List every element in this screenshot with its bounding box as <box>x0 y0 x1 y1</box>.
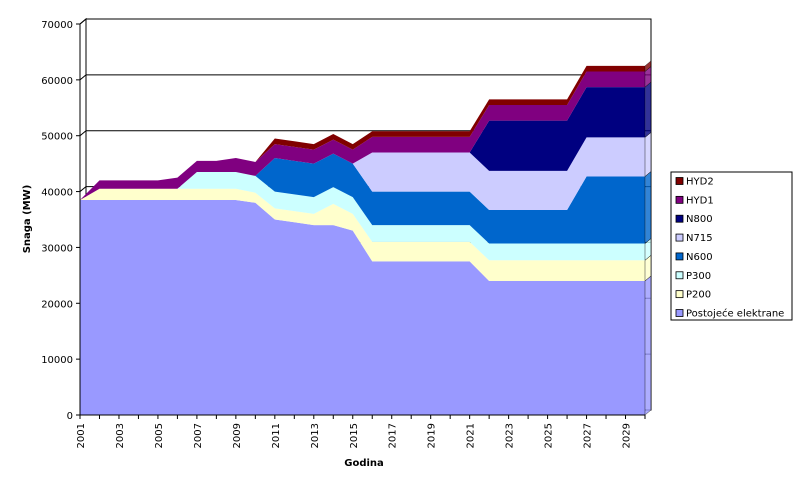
area-side-n600 <box>644 170 652 245</box>
x-tick-label: 2025 <box>544 423 555 448</box>
x-tick-label: 2005 <box>154 423 165 448</box>
legend-label-n715: N715 <box>686 233 713 244</box>
y-tick-label: 10000 <box>41 355 73 366</box>
x-tick-label: 2009 <box>232 423 243 448</box>
legend-swatch-n800 <box>675 214 684 223</box>
area-p300 <box>80 172 645 261</box>
y-tick-labels: 0 10000 20000 30000 40000 50000 60000 70000 <box>41 20 73 422</box>
area-n715 <box>80 137 645 211</box>
gridline <box>79 74 651 81</box>
legend-swatch-p200 <box>675 290 684 299</box>
area-n800 <box>80 87 645 200</box>
gridline <box>79 18 651 25</box>
x-tick-labels: 2001 2003 2005 2007 2009 2011 2013 2015 2017 2019… <box>76 423 633 448</box>
x-tick-label: 2029 <box>622 423 633 448</box>
legend-label-postoje-e-elektrane: Postojeće elektrane <box>686 308 784 320</box>
gridline <box>79 130 651 137</box>
legend-label-p300: P300 <box>686 271 711 282</box>
y-tick-label: 20000 <box>41 299 73 310</box>
area-hyd1 <box>80 71 645 200</box>
y-tick-label: 40000 <box>41 188 73 199</box>
area-side-hyd2 <box>644 60 652 73</box>
legend-label-hyd2: HYD2 <box>686 177 714 188</box>
y-tick-label: 0 <box>67 411 73 422</box>
legend-swatch-n600 <box>675 252 684 261</box>
x-tick-label: 2019 <box>427 423 438 448</box>
legend-swatch-p300 <box>675 271 684 280</box>
area-postoje-e-elektrane <box>80 199 645 415</box>
legend-label-hyd1: HYD1 <box>686 195 714 206</box>
area-hyd2 <box>80 65 645 200</box>
legend-swatch-hyd2 <box>675 177 684 185</box>
x-tick-label: 2003 <box>115 423 126 448</box>
area-side-n800 <box>644 81 652 138</box>
y-tick-label: 60000 <box>41 76 73 87</box>
legend-label-p200: P200 <box>686 290 711 301</box>
area-side-n715 <box>644 131 652 178</box>
x-tick-label: 2001 <box>76 423 87 448</box>
y-tick-label: 30000 <box>41 243 73 254</box>
legend-label-n600: N600 <box>686 252 713 263</box>
x-axis-label: Godina <box>344 458 384 469</box>
area-series <box>80 60 652 416</box>
legend-swatch-hyd1 <box>675 195 684 204</box>
x-tick-label: 2027 <box>583 423 594 448</box>
area-n600 <box>80 153 645 244</box>
area-p200 <box>80 188 645 281</box>
x-tick-label: 2017 <box>388 423 399 448</box>
axes <box>76 23 646 419</box>
legend-swatch-n715 <box>675 233 684 242</box>
x-tick-label: 2011 <box>271 423 282 448</box>
x-tick-label: 2015 <box>349 423 360 448</box>
legend-box <box>670 171 793 321</box>
x-tick-label: 2023 <box>505 423 516 448</box>
area-side-postoje-e-elektrane <box>644 275 652 416</box>
y-axis-label: Snaga (MW) <box>22 185 33 254</box>
y-tick-label: 70000 <box>41 20 73 31</box>
x-tick-label: 2007 <box>193 423 204 448</box>
legend-label-n800: N800 <box>686 214 713 225</box>
x-tick-label: 2013 <box>310 423 321 448</box>
y-tick-label: 50000 <box>41 132 73 143</box>
legend: HYD2 HYD1 N800 N715 N600 P300 P200 Postojeće el… <box>670 171 793 321</box>
legend-swatch-postoje-e-elektrane <box>675 309 684 317</box>
x-tick-label: 2021 <box>466 423 477 448</box>
